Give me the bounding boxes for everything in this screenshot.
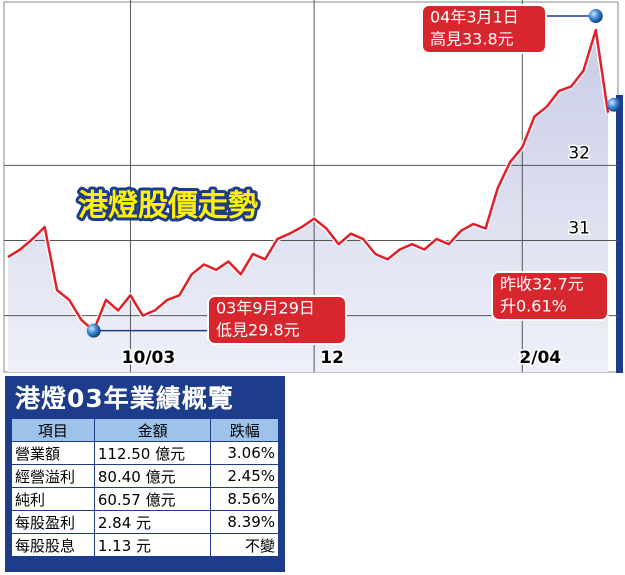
table-cell: 營業額	[11, 441, 95, 465]
area-fill	[8, 30, 608, 372]
annotation-box	[421, 4, 547, 54]
table-cell: 經營溢利	[11, 464, 95, 488]
marker-dot	[588, 9, 603, 24]
right-bar	[616, 95, 623, 373]
table-cell: 純利	[11, 487, 95, 511]
table-box: 港燈03年業績概覽 項目 金額 跌幅 營業額 112.50 億元 3.06% 經營溢利 80.…	[5, 376, 285, 572]
table-cell: 8.56%	[210, 487, 279, 511]
annotation-text: 04年3月1日	[430, 8, 519, 27]
y-tick-label: 31	[568, 218, 590, 238]
annotation-text: 低見29.8元	[216, 321, 300, 340]
table-row: 每股盈利 2.84 元 8.39%	[11, 510, 279, 534]
table-row: 營業額 112.50 億元 3.06%	[11, 441, 279, 465]
table-cell: 3.06%	[210, 441, 279, 465]
table-title: 港燈03年業績概覽	[15, 384, 234, 413]
marker-dot	[86, 323, 101, 338]
table-cell: 60.57 億元	[93, 487, 212, 511]
table-cell: 8.39%	[210, 510, 279, 534]
annotation-box	[207, 295, 347, 345]
table-row: 每股股息 1.13 元不變	[11, 533, 279, 557]
table-cell: 不變	[210, 533, 279, 557]
annotation-text: 03年9月29日	[216, 299, 315, 318]
table-row: 經營溢利 80.40 億元 2.45%	[11, 464, 279, 488]
x-tick-label: 12	[320, 348, 344, 368]
x-tick-label: 10/03	[122, 348, 176, 368]
table-cell: 項目	[11, 418, 95, 442]
annotation-box	[491, 271, 609, 321]
price-line	[7, 28, 610, 332]
table-cell: 112.50 億元	[93, 441, 212, 465]
table-row: 純利 60.57 億元 8.56%	[11, 487, 279, 511]
y-tick-label: 32	[568, 143, 590, 163]
x-tick-label: 2/04	[519, 348, 561, 368]
table-cell: 金額	[93, 418, 212, 442]
table-cell: 1.13 元	[93, 533, 212, 557]
chart: 30313210/03122/04港燈股價走勢04年3月1日高見33.8元03年…	[3, 0, 623, 373]
table-cell: 80.40 億元	[93, 464, 212, 488]
table-cell: 2.84 元	[93, 510, 212, 534]
table-row: 項目 金額 跌幅	[11, 418, 279, 442]
table-cell: 每股股息	[11, 533, 95, 557]
table-cell: 每股盈利	[11, 510, 95, 534]
chart-title: 港燈股價走勢	[78, 189, 258, 224]
annotation-text: 升0.61%	[500, 297, 567, 316]
annotation-text: 昨收32.7元	[500, 275, 584, 294]
table-cell: 跌幅	[210, 418, 279, 442]
table-cell: 2.45%	[210, 464, 279, 488]
table: 項目 金額 跌幅 營業額 112.50 億元 3.06% 經營溢利 80.40 億元 2.45%…	[11, 418, 279, 557]
annotation-text: 高見33.8元	[430, 30, 514, 49]
marker-dot	[607, 97, 621, 112]
